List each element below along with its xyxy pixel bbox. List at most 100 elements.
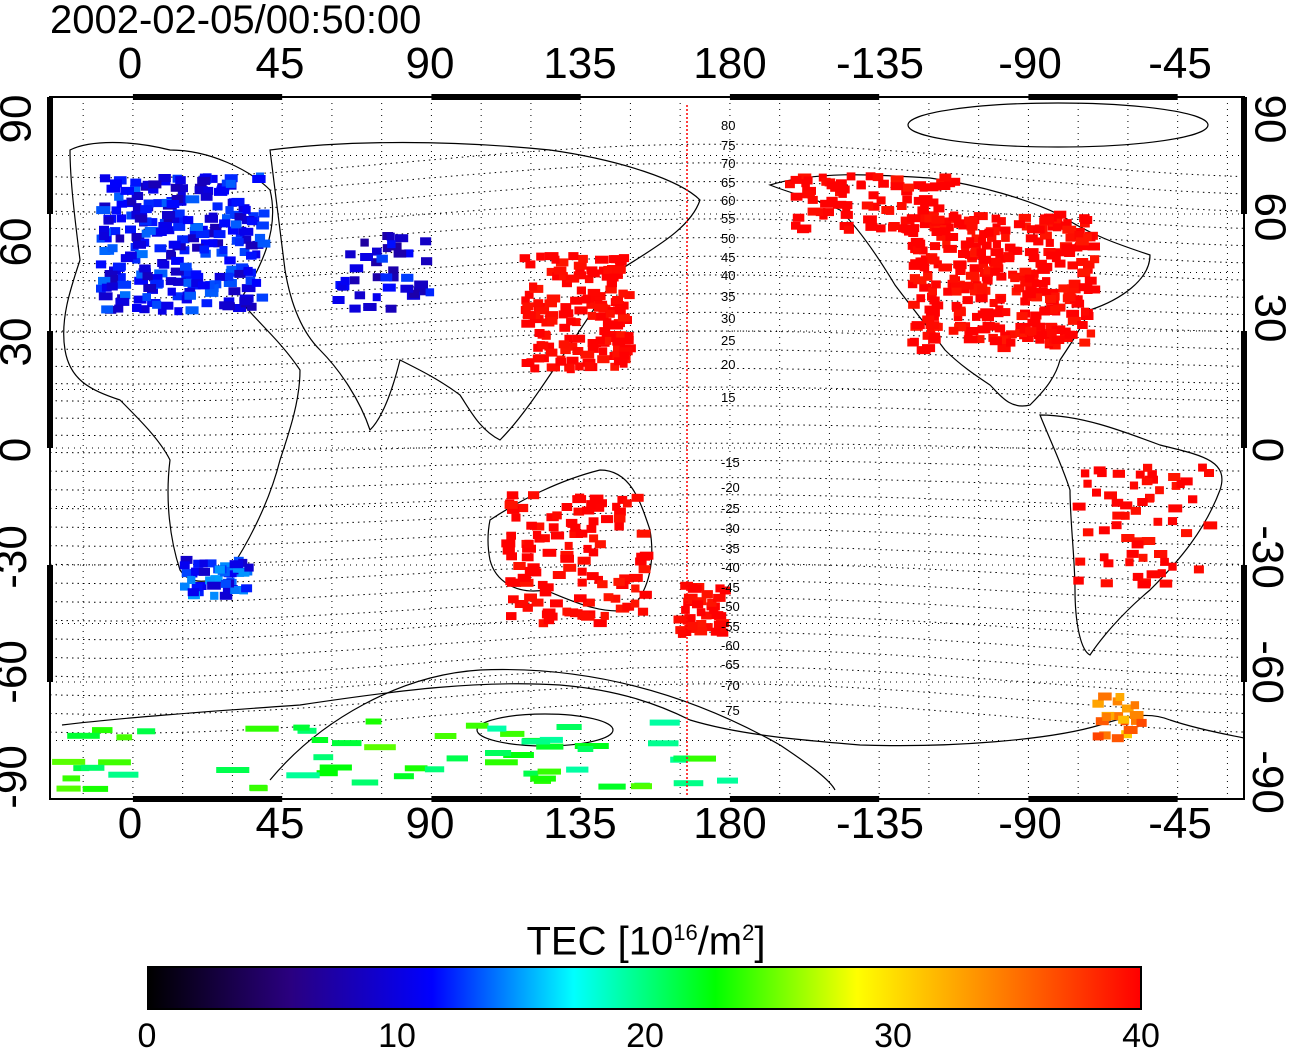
tec-pixel xyxy=(1039,307,1050,316)
tec-pixel xyxy=(1021,222,1031,231)
tec-pixel xyxy=(532,522,545,531)
tec-pixel xyxy=(187,234,199,243)
tec-pixel xyxy=(1203,521,1218,530)
tec-pixel xyxy=(1099,553,1109,562)
tec-pixel xyxy=(1054,210,1067,219)
tec-pixel xyxy=(933,204,945,213)
tec-pixel xyxy=(1135,470,1145,479)
tec-pixel xyxy=(506,552,517,561)
tec-pixel xyxy=(223,569,237,578)
colorbar-title-end: ] xyxy=(754,919,766,964)
tec-pixel xyxy=(928,198,939,207)
tec-pixel xyxy=(1137,498,1148,506)
tec-pixel xyxy=(577,611,589,620)
tec-pixel xyxy=(180,262,192,271)
magnetic-contour xyxy=(49,162,1245,196)
magnetic-lat-label: -35 xyxy=(721,541,740,556)
tec-pixel xyxy=(143,199,154,208)
tec-pixel xyxy=(1077,321,1088,329)
south-magnetic-arc xyxy=(269,668,836,791)
tec-pixel xyxy=(565,274,580,283)
tec-pixel xyxy=(616,331,626,340)
tec-pixel xyxy=(570,609,583,618)
tec-pixel xyxy=(922,315,935,324)
tec-pixel xyxy=(958,250,970,258)
tec-pixel xyxy=(1129,711,1144,719)
tec-pixel xyxy=(371,258,382,267)
magnetic-contour xyxy=(49,683,1245,715)
tec-pixel xyxy=(916,294,926,303)
tec-pixel xyxy=(682,628,692,636)
tec-pixel xyxy=(613,343,623,352)
tec-pixel xyxy=(989,299,998,307)
magnetic-lat-label: 70 xyxy=(721,156,736,171)
tec-pixel xyxy=(1033,237,1044,246)
tec-pixel xyxy=(158,222,172,230)
tec-pixel xyxy=(612,265,626,274)
tec-pixel xyxy=(242,235,252,244)
tec-pixel xyxy=(1030,311,1042,320)
colorbar-title-unit: /m xyxy=(697,919,743,964)
tec-pixel xyxy=(1082,528,1094,537)
tec-pixel xyxy=(842,206,851,215)
tec-pixel xyxy=(52,758,86,765)
tec-pixel xyxy=(1054,248,1068,257)
tec-pixel xyxy=(96,206,111,215)
tec-pixel xyxy=(919,183,928,192)
tec-pixel xyxy=(865,172,876,181)
tec-pixel xyxy=(577,578,587,587)
tec-pixel xyxy=(120,186,134,195)
tec-pixel xyxy=(519,254,531,263)
tec-pixel xyxy=(182,216,194,225)
tec-pixel xyxy=(595,255,609,264)
tec-pixel xyxy=(1118,715,1130,724)
tec-pixel xyxy=(382,244,392,253)
tec-pixel xyxy=(545,348,558,357)
tec-pixel xyxy=(511,513,521,522)
tec-pixel xyxy=(576,286,586,295)
tec-pixel xyxy=(546,267,561,276)
tec-pixel xyxy=(823,208,834,217)
tec-pixel xyxy=(587,288,601,297)
tec-pixel xyxy=(1058,284,1070,293)
tec-pixel xyxy=(1097,469,1107,478)
tec-pixel xyxy=(587,311,597,320)
tec-pixel xyxy=(1003,252,1015,261)
tec-pixel xyxy=(975,294,988,303)
bottom-lon-label: -90 xyxy=(998,799,1062,848)
tec-pixel xyxy=(1083,479,1092,488)
tec-pixel xyxy=(1181,529,1193,538)
tec-pixel xyxy=(673,615,688,624)
tec-pixel xyxy=(1052,340,1061,349)
tec-pixel xyxy=(1053,303,1066,312)
tec-pixel xyxy=(598,499,607,508)
tec-pixel xyxy=(552,272,566,281)
tec-pixel xyxy=(108,771,139,778)
tec-pixel xyxy=(989,257,1001,266)
tec-pixel xyxy=(701,590,713,599)
tec-pixel xyxy=(966,222,978,231)
tec-pixel xyxy=(931,301,944,310)
tec-pixel xyxy=(504,500,518,509)
tec-pixel xyxy=(1129,481,1139,490)
magnetic-lat-label: -15 xyxy=(721,455,740,470)
tec-pixel xyxy=(981,241,992,250)
tec-pixel xyxy=(132,304,142,312)
tec-pixel xyxy=(868,191,879,200)
tec-pixel xyxy=(801,179,810,188)
tec-pixel xyxy=(1102,713,1111,721)
magnetic-lat-label: 20 xyxy=(721,357,736,372)
tec-pixel xyxy=(257,239,271,248)
tec-pixel xyxy=(214,187,228,196)
tec-pixel xyxy=(208,212,218,221)
tec-pixel xyxy=(502,546,515,555)
tec-pixel xyxy=(1013,284,1025,293)
tec-pixel xyxy=(719,586,731,595)
tec-pixel xyxy=(1084,276,1097,285)
tec-pixel xyxy=(943,287,953,296)
tec-pixel xyxy=(194,186,208,195)
tec-pixel xyxy=(400,284,414,293)
tec-pixel xyxy=(589,494,604,503)
tec-pixel xyxy=(537,768,561,775)
tec-pixel xyxy=(190,223,203,231)
